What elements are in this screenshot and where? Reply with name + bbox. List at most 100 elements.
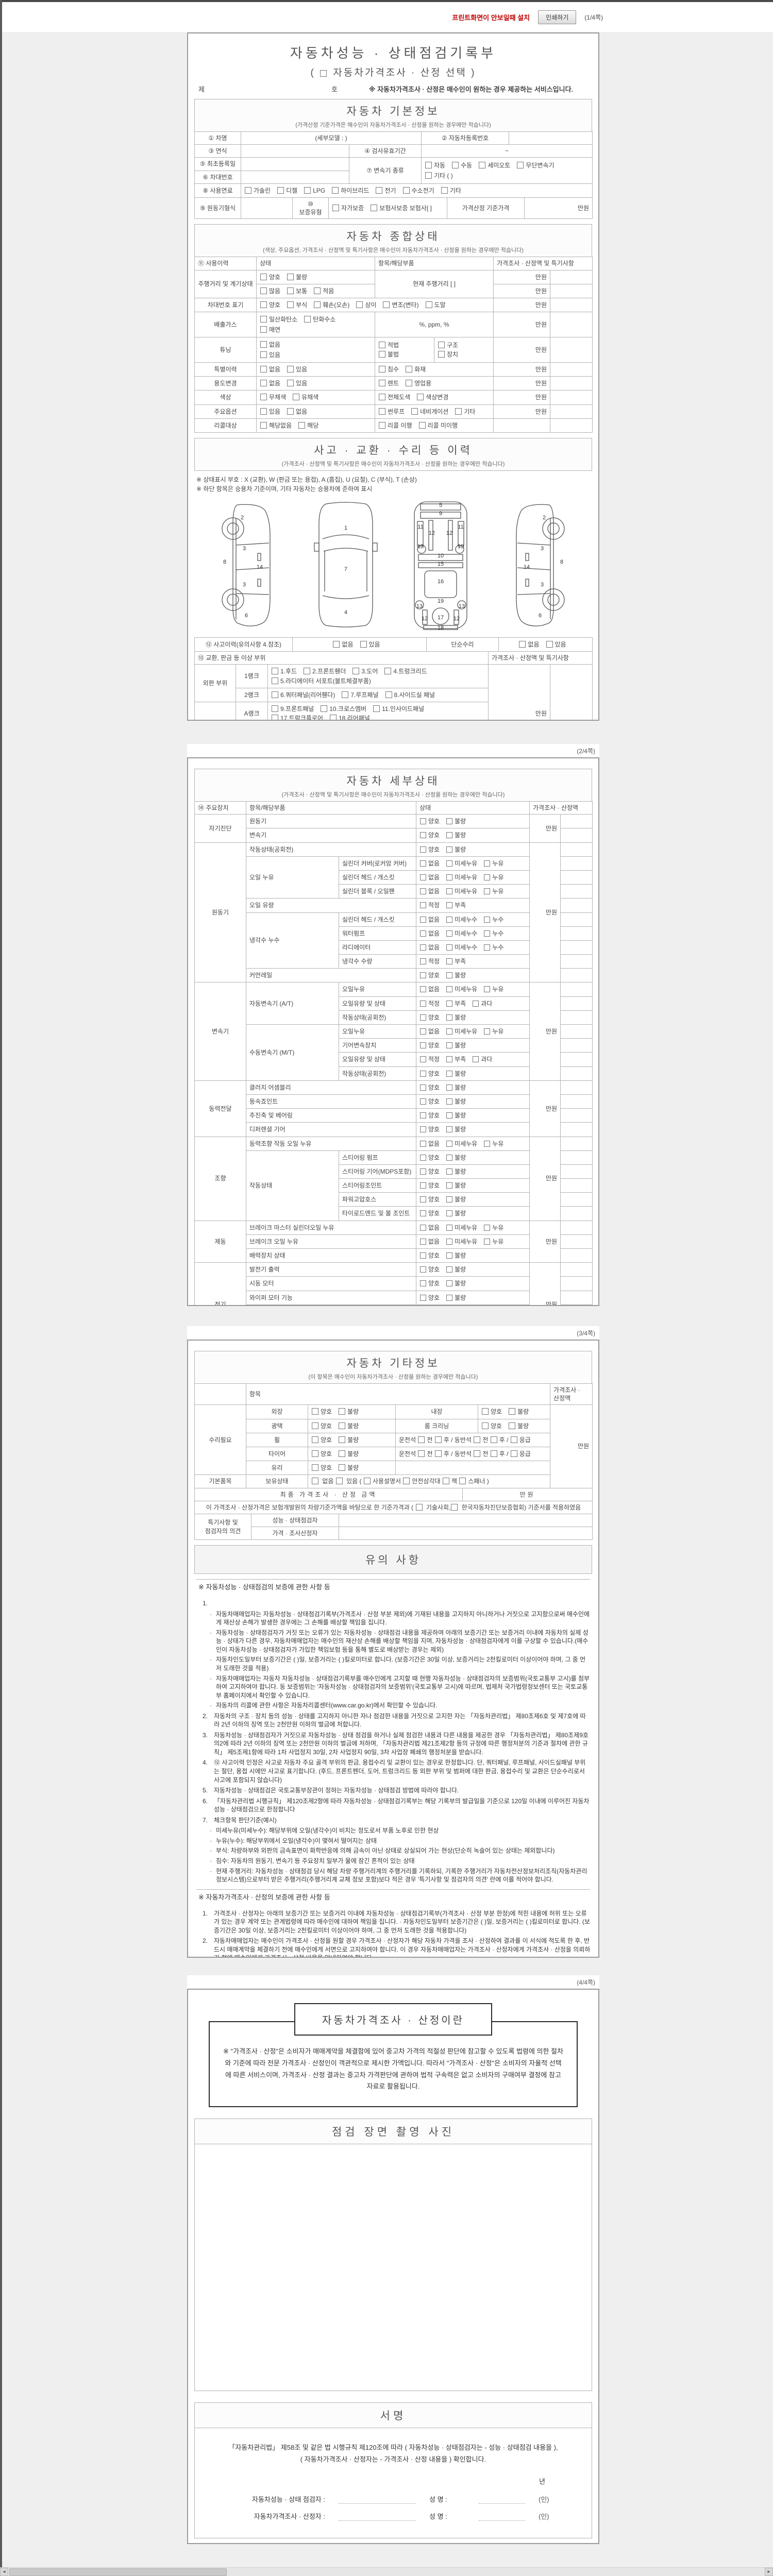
checkbox[interactable] bbox=[484, 1224, 491, 1231]
checkbox[interactable] bbox=[379, 408, 385, 415]
checkbox[interactable] bbox=[446, 1196, 453, 1203]
checkbox[interactable] bbox=[385, 691, 392, 698]
checkbox[interactable] bbox=[287, 273, 294, 280]
checkbox[interactable] bbox=[509, 1422, 516, 1429]
checkbox[interactable] bbox=[446, 1000, 453, 1007]
checkbox[interactable] bbox=[245, 187, 251, 194]
checkbox[interactable] bbox=[379, 421, 385, 429]
checkbox[interactable] bbox=[484, 860, 491, 867]
checkbox[interactable] bbox=[479, 162, 486, 169]
checkbox[interactable] bbox=[420, 1196, 427, 1203]
checkbox[interactable] bbox=[352, 668, 360, 675]
checkbox[interactable] bbox=[420, 1168, 427, 1175]
checkbox[interactable] bbox=[420, 1014, 427, 1021]
checkbox[interactable] bbox=[360, 641, 367, 648]
checkbox[interactable] bbox=[272, 691, 278, 698]
checkbox[interactable] bbox=[446, 1238, 453, 1245]
signer-input-line[interactable] bbox=[339, 2511, 416, 2521]
checkbox[interactable] bbox=[420, 1252, 427, 1259]
checkbox[interactable] bbox=[420, 930, 427, 937]
checkbox[interactable] bbox=[332, 187, 339, 194]
checkbox[interactable] bbox=[546, 641, 553, 648]
scrollbar-thumb[interactable] bbox=[9, 2568, 227, 2576]
checkbox[interactable] bbox=[417, 394, 424, 401]
checkbox[interactable] bbox=[420, 944, 427, 951]
checkbox[interactable] bbox=[260, 421, 267, 429]
checkbox[interactable] bbox=[342, 691, 349, 698]
checkbox[interactable] bbox=[446, 972, 453, 979]
checkbox[interactable] bbox=[420, 1280, 427, 1287]
checkbox[interactable] bbox=[312, 1422, 318, 1429]
checkbox[interactable] bbox=[446, 1182, 453, 1189]
checkbox[interactable] bbox=[420, 1112, 427, 1119]
checkbox[interactable] bbox=[484, 986, 491, 993]
checkbox[interactable] bbox=[371, 205, 378, 212]
checkbox[interactable] bbox=[420, 1238, 427, 1245]
checkbox[interactable] bbox=[425, 162, 432, 169]
checkbox[interactable] bbox=[420, 958, 427, 965]
checkbox[interactable] bbox=[383, 301, 390, 308]
checkbox[interactable] bbox=[406, 380, 413, 387]
checkbox[interactable] bbox=[260, 380, 267, 387]
checkbox[interactable] bbox=[376, 187, 383, 194]
checkbox[interactable] bbox=[312, 1450, 318, 1457]
checkbox[interactable] bbox=[260, 287, 267, 294]
checkbox[interactable] bbox=[446, 1112, 453, 1119]
checkbox[interactable] bbox=[420, 902, 427, 909]
checkbox[interactable] bbox=[420, 1154, 427, 1161]
checkbox[interactable] bbox=[446, 986, 453, 993]
checkbox[interactable] bbox=[260, 341, 267, 348]
checkbox[interactable] bbox=[484, 930, 491, 937]
checkbox[interactable] bbox=[446, 818, 453, 825]
checkbox[interactable] bbox=[420, 972, 427, 979]
checkbox[interactable] bbox=[420, 1000, 427, 1007]
checkbox[interactable] bbox=[312, 1478, 318, 1485]
checkbox[interactable] bbox=[446, 902, 453, 909]
checkbox[interactable] bbox=[425, 172, 432, 179]
checkbox[interactable] bbox=[333, 641, 340, 648]
checkbox[interactable] bbox=[260, 408, 267, 415]
checkbox[interactable] bbox=[510, 1436, 517, 1443]
checkbox[interactable] bbox=[446, 832, 453, 839]
checkbox[interactable] bbox=[293, 394, 300, 401]
checkbox[interactable] bbox=[420, 1266, 427, 1273]
checkbox[interactable] bbox=[446, 888, 453, 895]
checkbox[interactable] bbox=[260, 301, 267, 308]
checkbox[interactable] bbox=[321, 705, 328, 712]
checkbox[interactable] bbox=[442, 1478, 449, 1485]
checkbox[interactable] bbox=[335, 1478, 343, 1485]
checkbox[interactable] bbox=[446, 944, 453, 951]
checkbox[interactable] bbox=[420, 1224, 427, 1231]
checkbox[interactable] bbox=[287, 366, 294, 373]
checkbox[interactable] bbox=[312, 1436, 318, 1443]
checkbox[interactable] bbox=[418, 421, 426, 429]
checkbox[interactable] bbox=[420, 1140, 427, 1147]
checkbox[interactable] bbox=[484, 874, 491, 880]
checkbox[interactable] bbox=[420, 916, 427, 923]
scroll-left-arrow-icon[interactable]: ◄ bbox=[0, 2568, 8, 2576]
checkbox[interactable] bbox=[420, 888, 427, 895]
checkbox[interactable] bbox=[329, 715, 337, 720]
checkbox[interactable] bbox=[272, 668, 278, 675]
checkbox[interactable] bbox=[339, 1436, 346, 1443]
checkbox[interactable] bbox=[420, 1210, 427, 1217]
checkbox[interactable] bbox=[446, 1224, 453, 1231]
checkbox[interactable] bbox=[332, 205, 339, 212]
checkbox[interactable] bbox=[438, 351, 445, 358]
checkbox[interactable] bbox=[379, 341, 385, 348]
checkbox[interactable] bbox=[287, 287, 294, 294]
checkbox[interactable] bbox=[260, 326, 267, 333]
checkbox[interactable] bbox=[490, 1450, 497, 1457]
checkbox[interactable] bbox=[379, 366, 385, 373]
checkbox[interactable] bbox=[455, 408, 462, 415]
checkbox[interactable] bbox=[298, 421, 306, 429]
checkbox[interactable] bbox=[510, 1450, 517, 1457]
checkbox[interactable] bbox=[379, 380, 385, 387]
checkbox[interactable] bbox=[260, 316, 267, 323]
checkbox[interactable] bbox=[420, 986, 427, 993]
checkbox[interactable] bbox=[287, 301, 294, 308]
checkbox[interactable] bbox=[446, 846, 453, 853]
checkbox[interactable] bbox=[484, 888, 491, 895]
checkbox[interactable] bbox=[339, 1450, 346, 1457]
checkbox[interactable] bbox=[287, 380, 294, 387]
